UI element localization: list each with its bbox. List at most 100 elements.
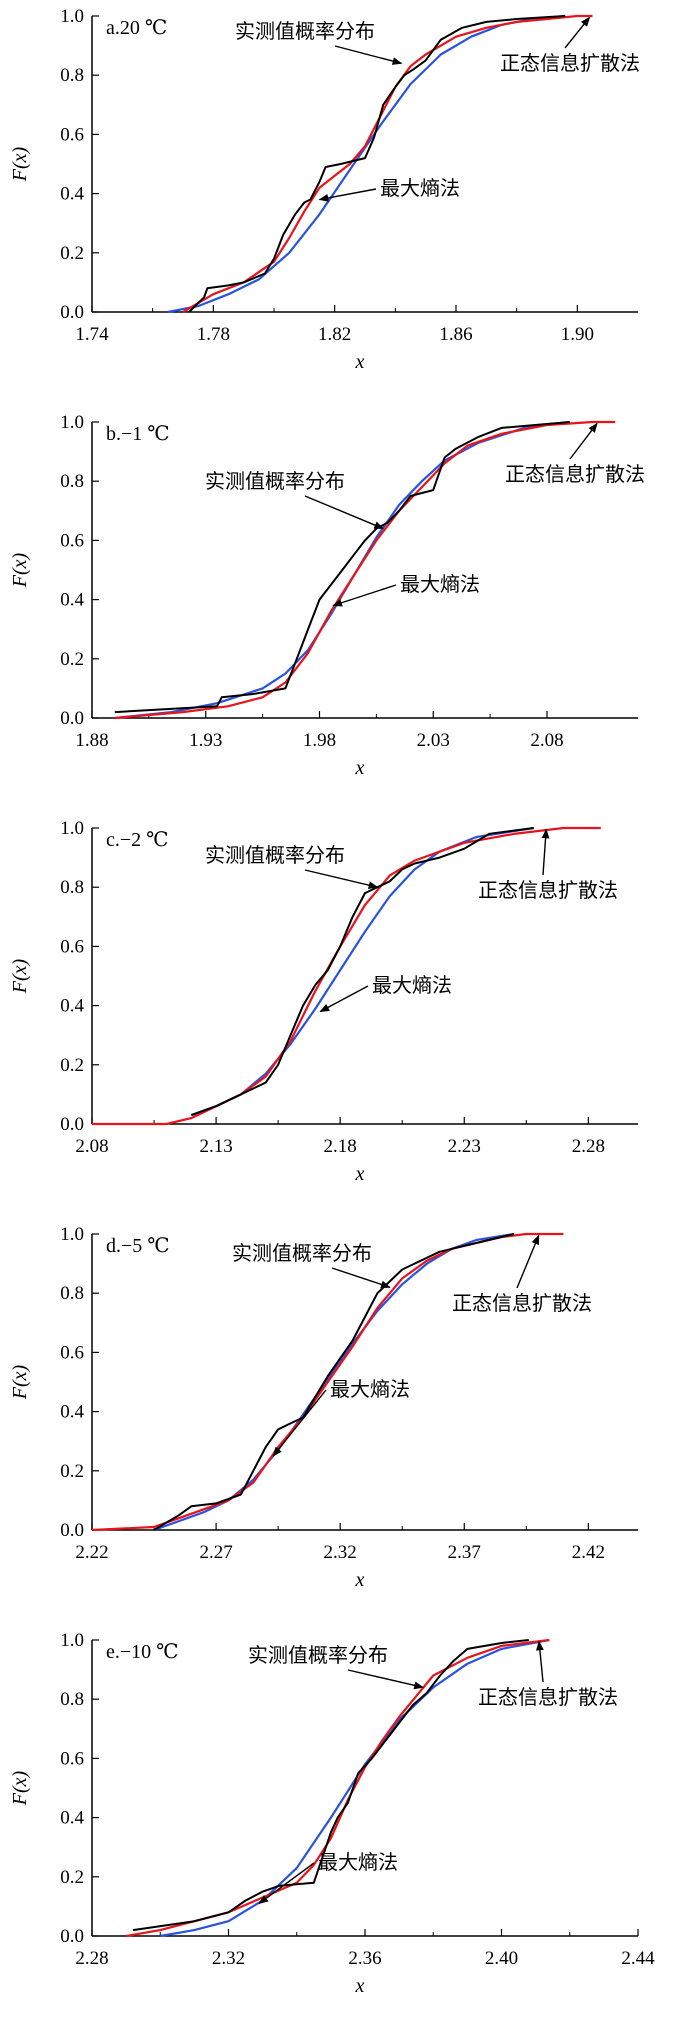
annotation-arrow	[304, 869, 379, 889]
annotation-empirical: 实测值概率分布	[205, 469, 345, 493]
y-tick-label: 0.8	[60, 65, 84, 86]
empirical-cdf-line	[190, 827, 534, 1117]
annotation-arrow	[564, 16, 591, 49]
panel-c: 0.0 0.2 0.4 0.6 0.8 1.0 2.08 2.13 2.18 2.23 2.28 x F…	[0, 812, 700, 1218]
x-tick-label: 2.03	[417, 730, 450, 751]
annotation-normal-diffusion: 正态信息扩散法	[500, 51, 640, 75]
x-tick-label: 1.78	[197, 324, 230, 345]
y-tick-label: 0.8	[60, 1283, 84, 1304]
y-tick-label: 1.0	[60, 6, 84, 27]
x-tick-label: 2.13	[199, 1136, 232, 1157]
y-axis-title: F(x)	[9, 958, 31, 994]
y-tick-label: 1.0	[60, 1224, 84, 1245]
y-tick-label: 0.6	[60, 530, 84, 551]
normal-diffusion-line	[92, 826, 601, 1126]
y-tick-label: 1.0	[60, 818, 84, 839]
x-tick-label: 1.82	[318, 324, 351, 345]
cdf-chart-d: 0.0 0.2 0.4 0.6 0.8 1.0 2.22 2.27 2.32 2.37 2.42 x F…	[9, 1224, 638, 1591]
annotation-arrow	[318, 188, 377, 202]
x-tick-label: 2.23	[448, 1136, 481, 1157]
x-tick-label: 2.27	[199, 1542, 232, 1563]
y-tick-label: 0.6	[60, 936, 84, 957]
empirical-cdf-line	[188, 15, 566, 313]
annotation-empirical: 实测值概率分布	[205, 843, 345, 867]
panel-b: 0.0 0.2 0.4 0.6 0.8 1.0 1.88 1.93 1.98 2.03 2.08 x F…	[0, 406, 700, 812]
annotation-normal-diffusion: 正态信息扩散法	[452, 1291, 592, 1315]
cdf-chart-c: 0.0 0.2 0.4 0.6 0.8 1.0 2.08 2.13 2.18 2.23 2.28 x F…	[9, 818, 638, 1185]
y-tick-label: 0.2	[60, 1867, 84, 1888]
y-tick-label: 0.2	[60, 649, 84, 670]
y-tick-label: 1.0	[60, 412, 84, 433]
y-axis-title: F(x)	[9, 146, 31, 182]
x-tick-label: 2.37	[448, 1542, 481, 1563]
y-tick-label: 0.8	[60, 471, 84, 492]
annotation-max-entropy: 最大熵法	[380, 176, 460, 200]
x-tick-label: 1.88	[75, 730, 108, 751]
panel-label: e.−10 ℃	[106, 1641, 179, 1663]
normal-diffusion-line	[182, 14, 593, 313]
y-tick-label: 0.8	[60, 877, 84, 898]
annotation-arrow	[319, 985, 369, 1013]
x-tick-label: 2.32	[212, 1948, 245, 1969]
panel-label: d.−5 ℃	[106, 1235, 170, 1257]
annotation-max-entropy: 最大熵法	[318, 1850, 398, 1874]
x-tick-label: 1.74	[75, 324, 109, 345]
annotation-empirical: 实测值概率分布	[235, 19, 375, 43]
annotation-normal-diffusion: 正态信息扩散法	[478, 1685, 618, 1709]
max-entropy-line	[190, 826, 534, 1117]
annotation-arrow	[331, 1267, 391, 1289]
annotation-max-entropy: 最大熵法	[400, 572, 480, 596]
panel-label: a.20 ℃	[106, 17, 167, 39]
annotation-arrow	[334, 45, 403, 65]
cdf-chart-a: 0.0 0.2 0.4 0.6 0.8 1.0 1.74 1.78 1.82 1.86 1.90 x F…	[9, 6, 640, 373]
y-tick-label: 0.4	[60, 590, 84, 611]
cdf-chart-e: 0.0 0.2 0.4 0.6 0.8 1.0 2.28 2.32 2.36 2.40 2.44 x F…	[9, 1630, 655, 1997]
panel-d: 0.0 0.2 0.4 0.6 0.8 1.0 2.22 2.27 2.32 2.37 2.42 x F…	[0, 1218, 700, 1624]
y-tick-label: 1.0	[60, 1630, 84, 1651]
x-tick-label: 1.98	[303, 730, 336, 751]
annotation-arrow	[569, 422, 598, 460]
x-axis-title: x	[355, 351, 365, 373]
y-axis-title: F(x)	[9, 1770, 31, 1806]
x-tick-label: 2.42	[572, 1542, 605, 1563]
x-tick-label: 2.32	[324, 1542, 357, 1563]
y-tick-label: 0.2	[60, 243, 84, 264]
x-tick-label: 2.36	[348, 1948, 381, 1969]
y-axis-title: F(x)	[9, 552, 31, 588]
annotation-arrow	[332, 584, 397, 607]
x-tick-label: 1.93	[189, 730, 222, 751]
y-tick-label: 0.6	[60, 124, 84, 145]
y-tick-label: 0.0	[60, 1926, 84, 1947]
x-tick-label: 2.40	[485, 1948, 518, 1969]
x-tick-label: 2.28	[572, 1136, 605, 1157]
y-tick-label: 0.0	[60, 708, 84, 729]
y-tick-label: 0.0	[60, 1114, 84, 1135]
annotation-arrow	[272, 1389, 327, 1457]
empirical-cdf-line	[114, 421, 570, 714]
x-tick-label: 2.22	[75, 1542, 108, 1563]
panel-a: 0.0 0.2 0.4 0.6 0.8 1.0 1.74 1.78 1.82 1.86 1.90 x F…	[0, 0, 700, 406]
x-tick-label: 2.08	[75, 1136, 108, 1157]
normal-diffusion-line	[114, 420, 616, 720]
annotation-empirical: 实测值概率分布	[232, 1241, 372, 1265]
y-tick-label: 0.4	[60, 1402, 84, 1423]
x-tick-label: 2.44	[621, 1948, 655, 1969]
x-tick-label: 1.90	[561, 324, 594, 345]
annotation-normal-diffusion: 正态信息扩散法	[505, 462, 645, 486]
cdf-chart-b: 0.0 0.2 0.4 0.6 0.8 1.0 1.88 1.93 1.98 2.03 2.08 x F…	[9, 412, 645, 779]
annotation-normal-diffusion: 正态信息扩散法	[478, 878, 618, 902]
annotation-arrow	[347, 1669, 424, 1690]
annotation-arrow	[258, 1862, 315, 1905]
annotation-arrow	[535, 1640, 544, 1683]
x-axis-title: x	[355, 1163, 365, 1185]
annotation-empirical: 实测值概率分布	[248, 1643, 388, 1667]
empirical-cdf-line	[132, 1639, 529, 1932]
y-tick-label: 0.6	[60, 1342, 84, 1363]
normal-diffusion-line	[91, 1232, 564, 1532]
panel-label: b.−1 ℃	[106, 423, 170, 445]
max-entropy-line	[160, 1638, 550, 1938]
y-tick-label: 0.2	[60, 1055, 84, 1076]
panel-e: 0.0 0.2 0.4 0.6 0.8 1.0 2.28 2.32 2.36 2.40 2.44 x F…	[0, 1624, 700, 2030]
annotation-arrow	[541, 828, 550, 876]
